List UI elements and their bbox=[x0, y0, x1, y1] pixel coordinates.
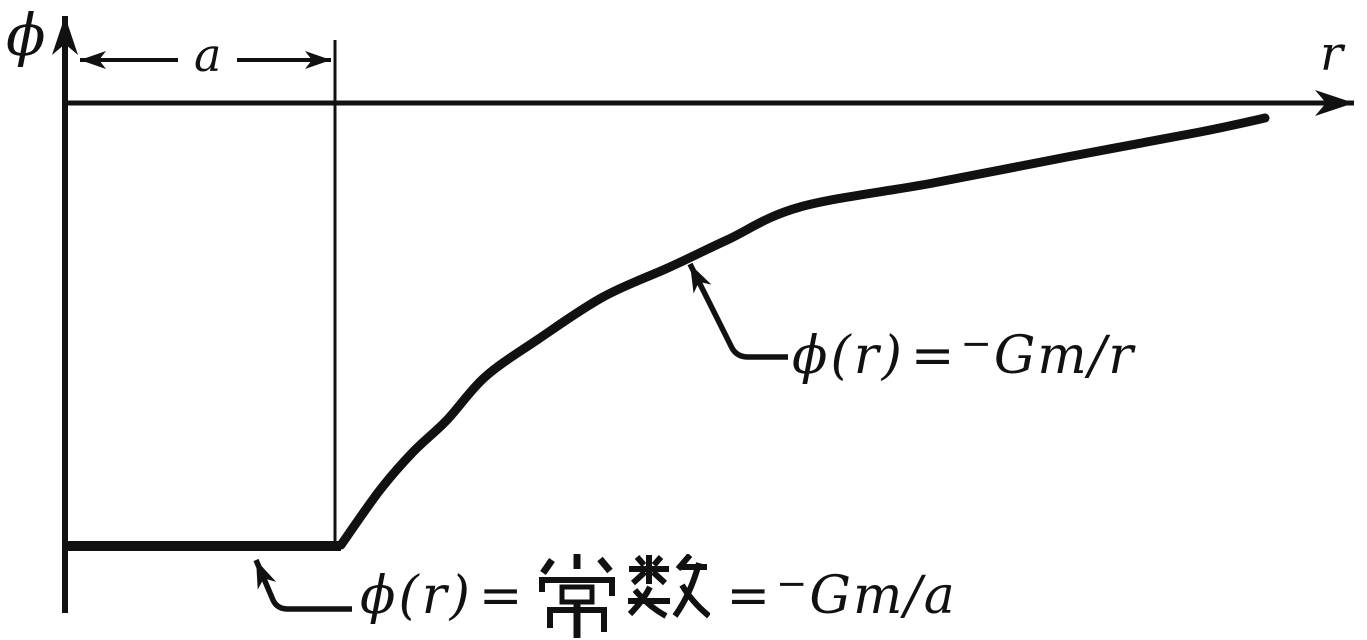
flat-eq-rhs: Gm/a bbox=[809, 566, 957, 626]
dimension-a-label: a bbox=[178, 32, 238, 78]
glyph-stroke bbox=[633, 588, 668, 619]
flat-eq-equals-2: = bbox=[726, 566, 771, 626]
curve-equation-label: ϕ(r) = − Gm/r bbox=[792, 320, 1135, 392]
potential-curve bbox=[336, 113, 1270, 550]
curve-eq-equals: = bbox=[910, 326, 955, 386]
glyph-stroke bbox=[540, 558, 556, 575]
hanzi-shu-glyph bbox=[628, 554, 711, 619]
glyph-stroke bbox=[631, 569, 648, 586]
hanzi-chang-glyph bbox=[539, 554, 616, 638]
glyph-stroke bbox=[635, 555, 647, 567]
glyph-stroke bbox=[559, 584, 595, 605]
curve-eq-lhs: ϕ(r) bbox=[792, 326, 905, 386]
glyph-stroke bbox=[651, 569, 668, 586]
r-axis-label: r bbox=[1320, 26, 1343, 82]
curve-eq-rhs: Gm/r bbox=[993, 326, 1136, 386]
flat-eq-minus: − bbox=[776, 560, 808, 605]
glyph-stroke bbox=[673, 562, 703, 618]
hanzi-changshu-glyphs bbox=[539, 554, 711, 638]
flat-eq-equals-1: = bbox=[478, 566, 523, 626]
phi-axis-label: ϕ bbox=[6, 1, 46, 69]
curve-label-leader-arrow bbox=[687, 262, 788, 360]
flat-label-leader-arrow bbox=[253, 558, 352, 612]
flat-eq-lhs: ϕ(r) bbox=[360, 566, 473, 626]
glyph-stroke bbox=[652, 555, 664, 567]
glyph-stroke bbox=[679, 583, 711, 619]
glyph-stroke bbox=[597, 556, 614, 574]
flat-equation-label: ϕ(r) = bbox=[360, 552, 957, 640]
curve-eq-minus: − bbox=[960, 320, 992, 365]
